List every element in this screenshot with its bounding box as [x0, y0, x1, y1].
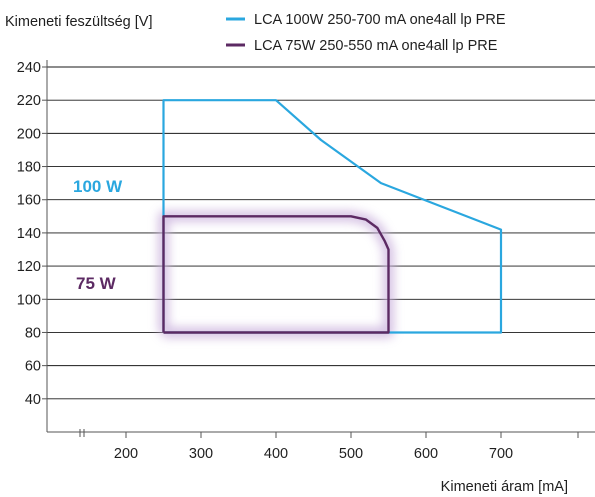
- y-tick-label: 220: [17, 93, 41, 109]
- y-tick-label: 120: [17, 259, 41, 275]
- y-tick-label: 240: [17, 60, 41, 76]
- series-layer: [158, 99, 503, 338]
- series-line-75w: [162, 215, 390, 334]
- x-tick-label: 300: [189, 446, 213, 462]
- x-tick-label: 700: [489, 446, 513, 462]
- y-tick-label: 160: [17, 193, 41, 209]
- legend-label-100w: LCA 100W 250-700 mA one4all lp PRE: [254, 12, 506, 28]
- axis-ticks: 40 60 80 100 120 140 160 180 200 220 240 200 300 400 5…: [17, 60, 579, 462]
- x-tick-label: 200: [114, 446, 138, 462]
- y-tick-label: 100: [17, 292, 41, 308]
- legend-label-75w: LCA 75W 250-550 mA one4all lp PRE: [254, 38, 498, 54]
- series-label-100w: 100 W: [73, 177, 123, 196]
- x-axis-title: Kimeneti áram [mA]: [441, 479, 568, 495]
- series-75w-glow: [158, 211, 394, 338]
- x-tick-label: 400: [264, 446, 288, 462]
- y-tick-label: 180: [17, 160, 41, 176]
- y-tick-label: 40: [25, 392, 41, 408]
- series-label-75w: 75 W: [76, 274, 117, 293]
- legend: LCA 100W 250-700 mA one4all lp PRE LCA 7…: [226, 12, 506, 54]
- y-tick-label: 200: [17, 126, 41, 142]
- y-tick-label: 60: [25, 359, 41, 375]
- series-line-100w: [162, 99, 503, 334]
- x-tick-label: 500: [339, 446, 363, 462]
- x-tick-label: 600: [414, 446, 438, 462]
- y-tick-label: 80: [25, 325, 41, 341]
- y-axis-title: Kimeneti feszültség [V]: [5, 14, 153, 30]
- grid-lines: [47, 66, 595, 400]
- y-tick-label: 140: [17, 226, 41, 242]
